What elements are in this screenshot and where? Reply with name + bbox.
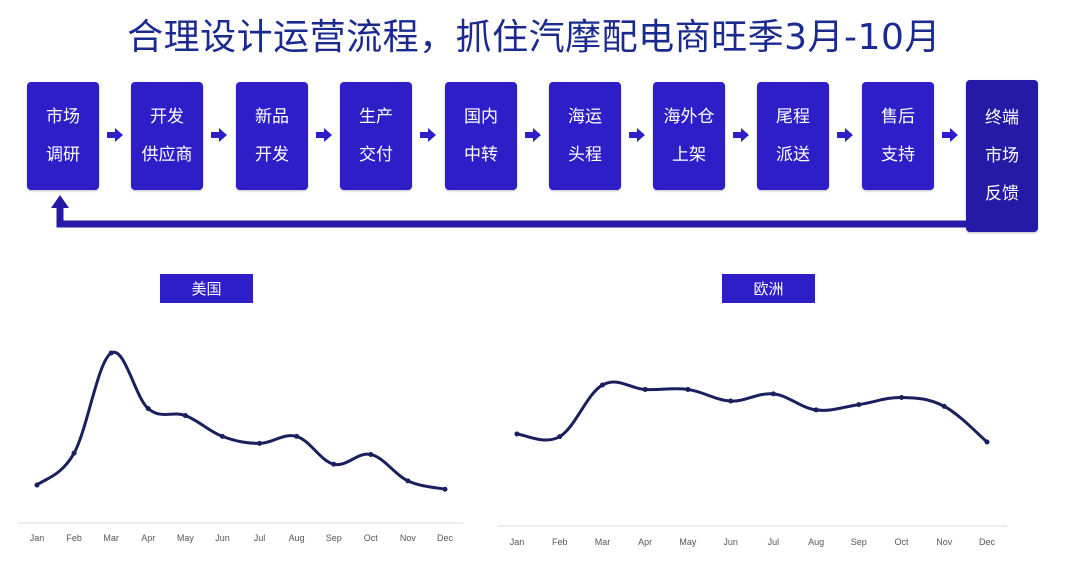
data-point <box>728 398 734 404</box>
step-new-product-dev: 新品 开发 <box>236 82 308 190</box>
data-point <box>368 451 374 457</box>
data-point <box>984 439 990 445</box>
usa-chart-label: 美国 <box>160 274 253 303</box>
step-label-line: 海外仓 <box>663 107 715 127</box>
flow-arrow-icon <box>107 128 123 142</box>
x-tick-label: Jul <box>254 533 266 543</box>
step-label-line: 海运 <box>568 107 602 127</box>
step-label-line: 国内 <box>464 107 498 127</box>
series-line <box>36 350 446 491</box>
step-label-line: 尾程 <box>776 107 810 127</box>
x-tick-label: Mar <box>595 537 611 547</box>
x-tick-label: Oct <box>364 533 379 543</box>
step-domestic-transit: 国内 中转 <box>445 82 517 190</box>
x-tick-label: Dec <box>437 533 454 543</box>
x-tick-label: Sep <box>851 537 867 547</box>
data-point <box>71 450 77 456</box>
step-market-feedback: 终端 市场 反馈 <box>966 80 1038 232</box>
step-label-line: 市场 <box>985 146 1019 166</box>
x-tick-label: Aug <box>808 537 824 547</box>
europe-seasonality-chart: Jan Feb Mar Apr May Jun Jul Aug Sep Oct Nov Dec <box>498 380 1007 547</box>
step-label-line: 终端 <box>985 108 1019 128</box>
x-tick-label: May <box>177 533 195 543</box>
x-tick-label: Nov <box>400 533 417 543</box>
x-tick-label: Jun <box>723 537 738 547</box>
x-tick-label: Feb <box>552 537 568 547</box>
x-tick-label: Jul <box>768 537 780 547</box>
step-label-line: 反馈 <box>985 184 1019 204</box>
data-point <box>642 386 648 392</box>
step-label-line: 市场 <box>46 107 80 127</box>
step-label-line: 售后 <box>881 107 915 127</box>
x-tick-label: Jun <box>215 533 230 543</box>
data-point <box>557 434 563 440</box>
step-sea-freight: 海运 头程 <box>549 82 621 190</box>
step-label-line: 上架 <box>672 145 706 165</box>
x-tick-label: Feb <box>66 533 82 543</box>
data-point <box>257 440 263 446</box>
x-tick-label: Dec <box>979 537 996 547</box>
step-label-line: 调研 <box>46 145 80 165</box>
step-label-line: 派送 <box>776 145 810 165</box>
step-label-line: 生产 <box>359 107 393 127</box>
data-point <box>770 391 776 397</box>
x-tick-label: Jan <box>510 537 525 547</box>
data-point <box>145 406 151 412</box>
step-last-mile: 尾程 派送 <box>757 82 829 190</box>
step-label-line: 开发 <box>255 145 289 165</box>
x-tick-label: Jan <box>30 533 45 543</box>
usa-seasonality-chart: Jan Feb Mar Apr May Jun Jul Aug Sep Oct Nov Dec <box>18 350 463 543</box>
step-supplier-dev: 开发 供应商 <box>131 82 203 190</box>
step-label-line: 新品 <box>255 107 289 127</box>
data-point <box>405 478 411 484</box>
step-label-line: 开发 <box>150 107 184 127</box>
flow-arrow-icon <box>420 128 436 142</box>
x-tick-label: Aug <box>289 533 305 543</box>
data-point <box>34 482 40 488</box>
step-label-line: 头程 <box>568 145 602 165</box>
flow-arrow-icon <box>211 128 227 142</box>
x-tick-label: Oct <box>895 537 910 547</box>
step-label-line: 供应商 <box>141 145 193 165</box>
data-point <box>514 431 520 437</box>
flow-arrow-icon <box>733 128 749 142</box>
data-point <box>294 433 300 439</box>
data-point <box>685 386 691 392</box>
step-market-research: 市场 调研 <box>27 82 99 190</box>
x-tick-label: Nov <box>936 537 953 547</box>
data-point <box>599 382 605 388</box>
x-tick-label: Sep <box>326 533 342 543</box>
series-line <box>516 380 988 444</box>
x-tick-label: Mar <box>103 533 119 543</box>
x-tick-label: Apr <box>141 533 155 543</box>
europe-chart-label: 欧洲 <box>722 274 815 303</box>
flow-arrow-icon <box>525 128 541 142</box>
x-tick-label: May <box>679 537 697 547</box>
data-point <box>941 403 947 409</box>
data-point <box>813 407 819 413</box>
flow-arrow-icon <box>629 128 645 142</box>
data-point <box>219 433 225 439</box>
flow-arrow-icon <box>942 128 958 142</box>
data-point <box>108 350 114 356</box>
data-point <box>856 402 862 408</box>
step-label-line: 交付 <box>359 145 393 165</box>
feedback-arrow-head-icon <box>51 195 69 208</box>
data-point <box>331 461 337 467</box>
data-point <box>899 394 905 400</box>
data-point <box>442 486 448 492</box>
x-tick-label: Apr <box>638 537 652 547</box>
step-after-sales: 售后 支持 <box>862 82 934 190</box>
flow-arrow-icon <box>316 128 332 142</box>
step-label-line: 支持 <box>881 145 915 165</box>
step-overseas-warehouse: 海外仓 上架 <box>653 82 725 190</box>
step-label-line: 中转 <box>464 145 498 165</box>
step-production-delivery: 生产 交付 <box>340 82 412 190</box>
data-point <box>182 413 188 419</box>
flow-arrow-icon <box>837 128 853 142</box>
page-title: 合理设计运营流程，抓住汽摩配电商旺季3月-10月 <box>127 17 941 58</box>
